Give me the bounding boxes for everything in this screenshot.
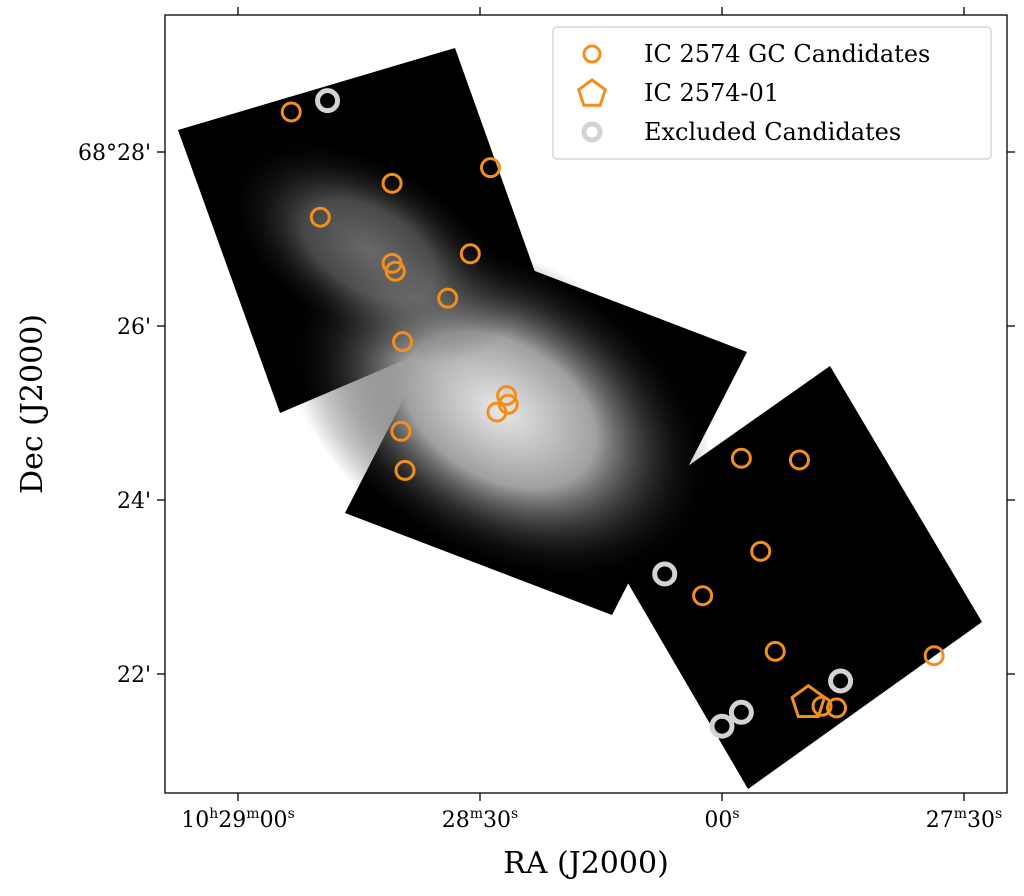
marker-gc-candidate [459,243,481,265]
x-tick-label: 28m30s [442,806,518,833]
legend-box [552,26,992,160]
marker-gc-candidate [394,459,416,481]
legend-label-excluded: Excluded Candidates [644,118,901,146]
marker-gc-candidate [764,640,786,662]
marker-excluded-candidate [709,713,735,739]
x-tick-label: 10h29m00s [181,806,295,833]
legend-label-gc-candidates: IC 2574 GC Candidates [644,40,930,68]
marker-gc-candidate [692,585,714,607]
marker-gc-candidate [381,172,403,194]
marker-gc-candidate [923,645,945,667]
x-tick-label: 27m30s [926,806,1002,833]
axis-ticks: 10h29m00s 28m30s 00s 27m30s 68°28' 26' 24' 22' [78,7,1015,833]
marker-gc-candidate [750,540,772,562]
legend-marker-gc-candidates [582,44,602,64]
marker-gc-candidate [479,157,501,179]
marker-excluded-candidate [728,699,754,725]
y-tick-label: 26' [117,315,151,340]
marker-gc-candidate [826,697,848,719]
y-tick-label: 22' [117,663,151,688]
y-tick-label: 68°28' [78,141,151,166]
marker-gc-candidate [390,420,412,442]
marker-gc-candidate [309,206,331,228]
legend-marker-ic2574-01 [576,78,608,107]
legend: IC 2574 GC Candidates IC 2574-01 Exclude… [552,26,992,160]
marker-gc-candidate [788,449,810,471]
marker-excluded-candidate [652,561,678,587]
x-tick-label: 00s [704,806,739,833]
marker-ic2574-01 [790,683,827,718]
plot-frame [164,14,1008,794]
y-axis-label: Dec (J2000) [15,314,50,494]
legend-label-ic2574-01: IC 2574-01 [644,79,779,107]
y-tick-label: 24' [117,489,151,514]
x-axis-label: RA (J2000) [503,846,669,881]
marker-gc-candidate [437,287,459,309]
legend-marker-excluded [581,121,603,143]
marker-gc-candidate [496,385,518,407]
marker-gc-candidate [392,331,414,353]
marker-gc-candidate [730,447,752,469]
marker-gc-candidate [384,260,406,282]
marker-excluded-candidate [828,668,854,694]
marker-gc-candidate [486,401,508,423]
marker-excluded-candidate [315,88,341,114]
marker-gc-candidate [280,101,302,123]
markers [280,88,945,739]
